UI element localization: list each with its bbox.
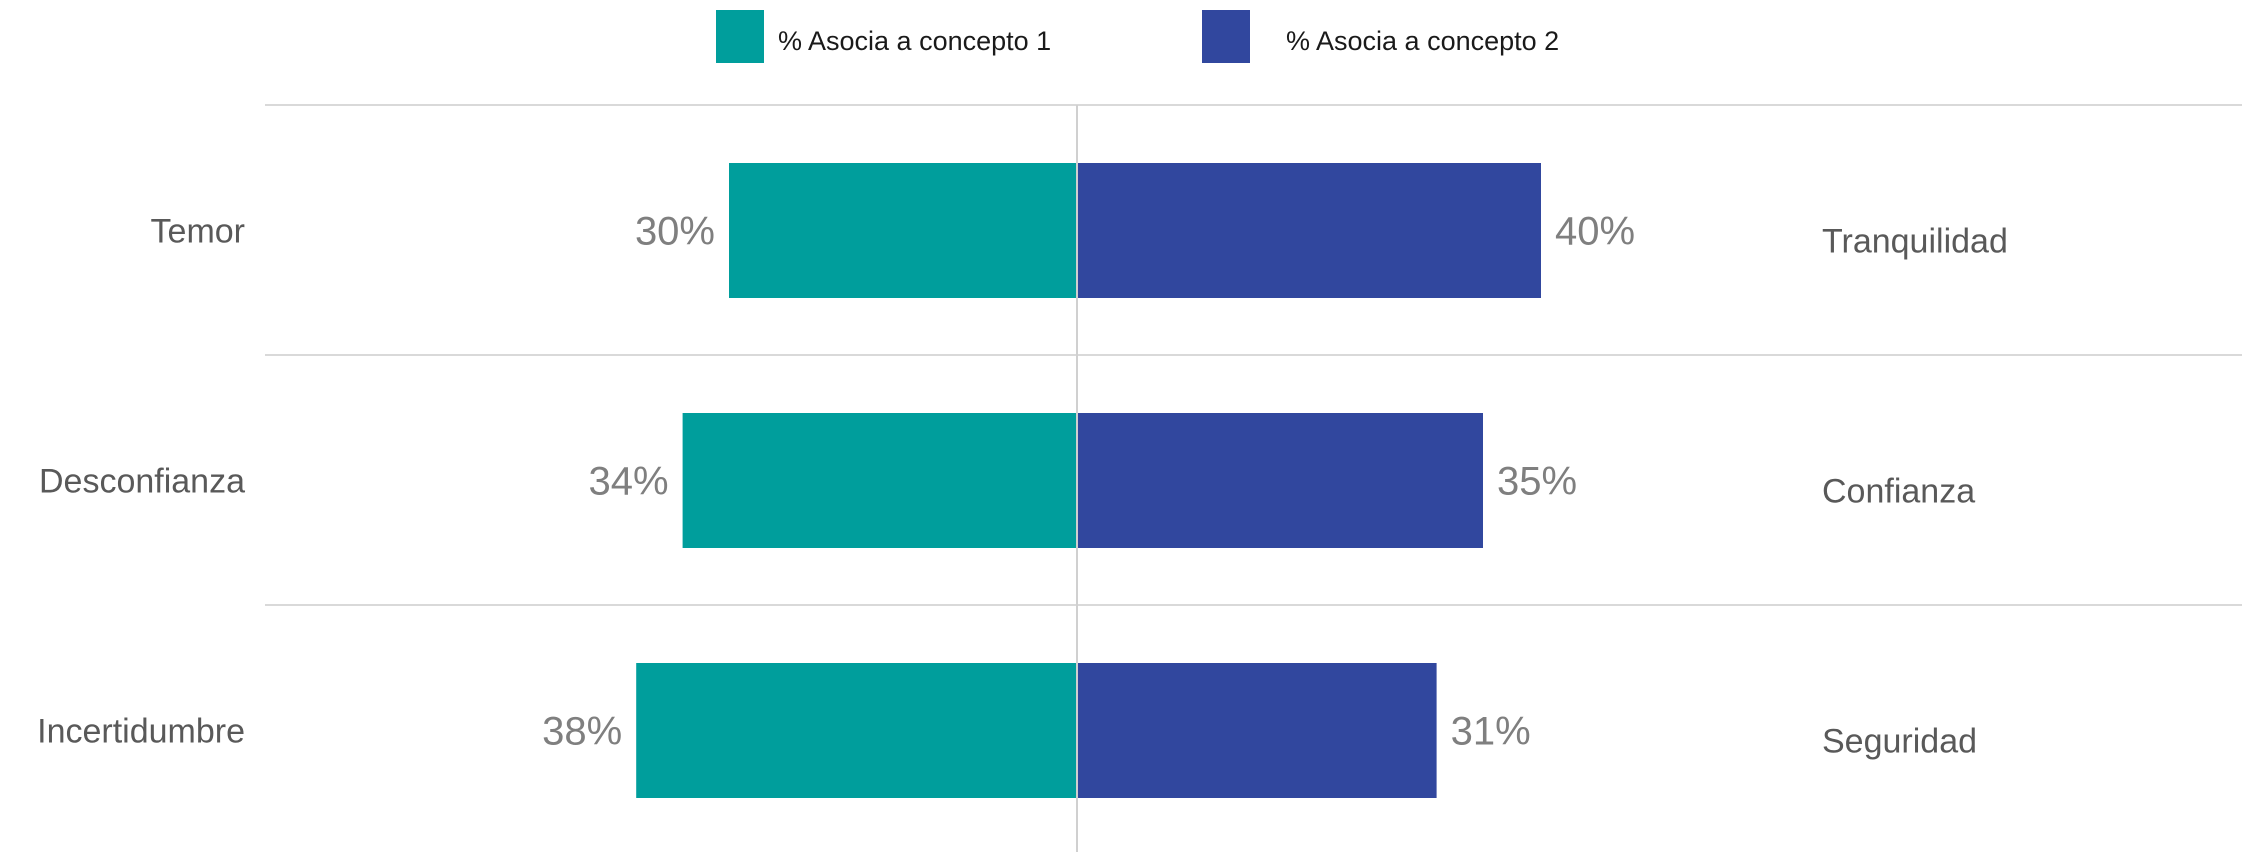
bar-concepto-2 <box>1077 413 1483 548</box>
labels: 30% 40% Temor Tranquilidad 34% 35% Desconfianz… <box>37 210 2008 761</box>
value-label-concepto-1: 38% <box>542 710 622 754</box>
category-label-left: Temor <box>151 213 245 251</box>
value-label-concepto-1: 30% <box>635 210 715 254</box>
legend-swatch-concepto-1 <box>716 10 764 63</box>
legend-label-concepto-1: % Asocia a concepto 1 <box>778 26 1051 56</box>
category-label-right: Tranquilidad <box>1822 223 2008 261</box>
bar-concepto-1 <box>729 163 1077 298</box>
bar-concepto-2 <box>1077 663 1437 798</box>
category-label-left: Desconfianza <box>39 463 245 501</box>
bar-concepto-1 <box>636 663 1077 798</box>
legend: % Asocia a concepto 1 % Asocia a concept… <box>716 10 1559 63</box>
bar-concepto-1 <box>682 413 1077 548</box>
category-label-right: Confianza <box>1822 473 1975 511</box>
bar-concepto-2 <box>1077 163 1541 298</box>
category-label-right: Seguridad <box>1822 723 1977 761</box>
legend-swatch-concepto-2 <box>1202 10 1250 63</box>
grid-lines <box>265 104 2242 606</box>
value-label-concepto-2: 35% <box>1497 460 1577 504</box>
value-label-concepto-2: 31% <box>1451 710 1531 754</box>
value-label-concepto-1: 34% <box>589 460 669 504</box>
category-label-left: Incertidumbre <box>37 713 245 751</box>
value-label-concepto-2: 40% <box>1555 210 1635 254</box>
bars <box>636 163 1541 798</box>
legend-label-concepto-2: % Asocia a concepto 2 <box>1286 26 1559 56</box>
